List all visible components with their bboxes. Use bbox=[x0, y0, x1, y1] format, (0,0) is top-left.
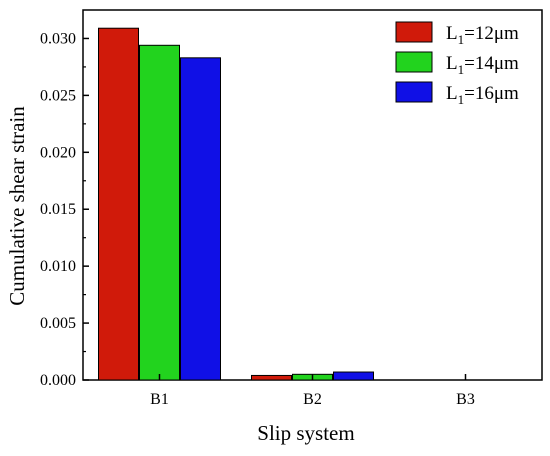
y-tick-label: 0.000 bbox=[40, 372, 76, 389]
bar-b1-series-1 bbox=[98, 27, 139, 381]
bar-b2-series-3 bbox=[333, 371, 374, 381]
legend: L1=12μm L1=14μm L1=16μm bbox=[395, 21, 519, 107]
legend-label: L1=14μm bbox=[446, 53, 519, 77]
bar-b1-series-2 bbox=[139, 44, 180, 381]
legend-swatch bbox=[395, 51, 433, 73]
legend-swatch bbox=[395, 21, 433, 43]
legend-label: L1=12μm bbox=[446, 23, 519, 47]
y-tick-label: 0.020 bbox=[40, 144, 76, 161]
y-tick-label: 0.015 bbox=[40, 201, 76, 218]
x-tick-label: B1 bbox=[150, 391, 169, 408]
y-tick-label: 0.030 bbox=[40, 30, 76, 47]
bar-b2-series-1 bbox=[251, 374, 292, 381]
x-axis: B1 B2 B3 bbox=[150, 374, 475, 408]
y-axis-title: Cumulative shear strain bbox=[5, 106, 29, 306]
x-tick-label: B2 bbox=[303, 391, 322, 408]
y-tick-label: 0.005 bbox=[40, 315, 76, 332]
x-tick-label: B3 bbox=[456, 391, 475, 408]
y-tick-label: 0.010 bbox=[40, 258, 76, 275]
legend-label: L1=16μm bbox=[446, 83, 519, 107]
x-axis-title: Slip system bbox=[257, 421, 354, 445]
legend-swatch bbox=[395, 81, 433, 103]
bars-group bbox=[98, 27, 374, 381]
y-axis: 0.000 0.005 0.010 0.015 0.020 0.025 0.030 bbox=[40, 30, 89, 389]
y-tick-label: 0.025 bbox=[40, 87, 76, 104]
bar-b1-series-3 bbox=[180, 57, 221, 381]
